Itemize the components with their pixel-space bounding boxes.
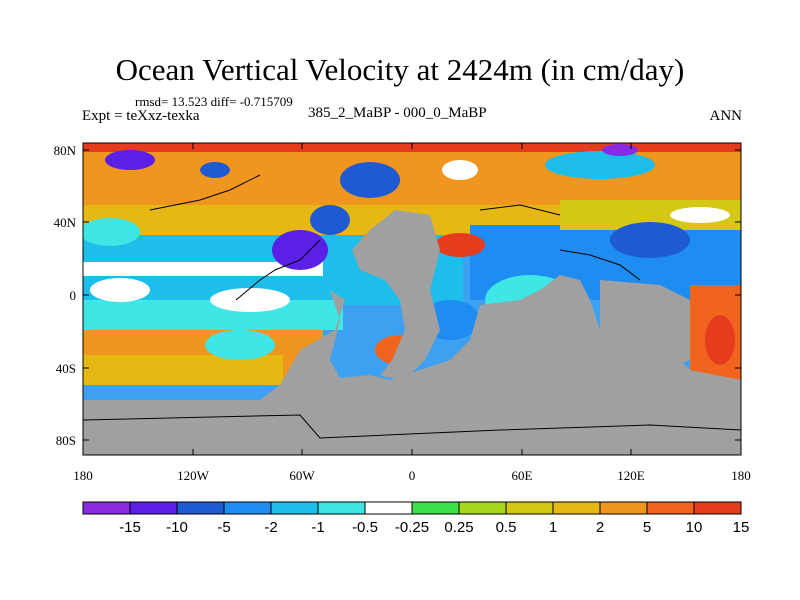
colorbar-swatch	[317, 501, 366, 515]
colorbar-label: -2	[264, 519, 277, 536]
x-tick-label: 60E	[512, 468, 533, 483]
colorbar-swatch	[646, 501, 695, 515]
x-tick-label: 60W	[289, 468, 315, 483]
y-tick-label: 40N	[54, 215, 77, 230]
y-axis: 80N 40N 0 40S 80S	[54, 143, 741, 448]
colorbar-swatch	[82, 501, 131, 515]
colorbar-swatch	[223, 501, 272, 515]
colorbar-label: 15	[733, 519, 750, 536]
colorbar-swatch	[270, 501, 319, 515]
experiment-label: Expt = teXxz-texka	[82, 108, 200, 124]
colorbar-label: -0.25	[395, 519, 429, 536]
colorbar-label: -15	[119, 519, 141, 536]
colorbar-swatch	[411, 501, 460, 515]
colorbar-label: 0.25	[444, 519, 473, 536]
x-tick-label: 180	[73, 468, 93, 483]
colorbar-label: -1	[311, 519, 324, 536]
x-tick-label: 0	[409, 468, 416, 483]
colorbar-label: 2	[596, 519, 604, 536]
y-tick-label: 0	[70, 288, 77, 303]
colorbar-label: 10	[686, 519, 703, 536]
x-tick-label: 180	[731, 468, 751, 483]
colorbar-label: -10	[166, 519, 188, 536]
colorbar-swatch	[364, 501, 413, 515]
colorbar: -15 -10 -5 -2 -1 -0.5 -0.25 0.25 0.5 1 2 5 10 15	[82, 501, 750, 536]
rmsd-diff-stats: rmsd= 13.523 diff= -0.715709	[135, 94, 293, 109]
x-tick-label: 120E	[617, 468, 645, 483]
y-tick-label: 80S	[56, 433, 76, 448]
x-tick-label: 120W	[177, 468, 210, 483]
season-label: ANN	[709, 108, 743, 124]
y-tick-label: 40S	[56, 361, 76, 376]
colorbar-swatch	[552, 501, 601, 515]
colorbar-swatch	[458, 501, 507, 515]
colorbar-label: 0.5	[496, 519, 517, 536]
x-axis: 180 120W 60W 0 60E 120E 180	[73, 143, 751, 483]
colorbar-swatch	[505, 501, 554, 515]
colorbar-label: 1	[549, 519, 557, 536]
y-tick-label: 80N	[54, 143, 77, 158]
chart-title: Ocean Vertical Velocity at 2424m (in cm/…	[115, 52, 685, 87]
colorbar-swatch	[176, 501, 225, 515]
colorbar-swatch	[599, 501, 648, 515]
colorbar-label: 5	[643, 519, 651, 536]
colorbar-swatch	[129, 501, 178, 515]
difference-label: 385_2_MaBP - 000_0_MaBP	[308, 105, 487, 121]
colorbar-label: -5	[217, 519, 230, 536]
ocean-field	[83, 143, 741, 455]
colorbar-swatch	[693, 501, 742, 515]
colorbar-label: -0.5	[352, 519, 378, 536]
